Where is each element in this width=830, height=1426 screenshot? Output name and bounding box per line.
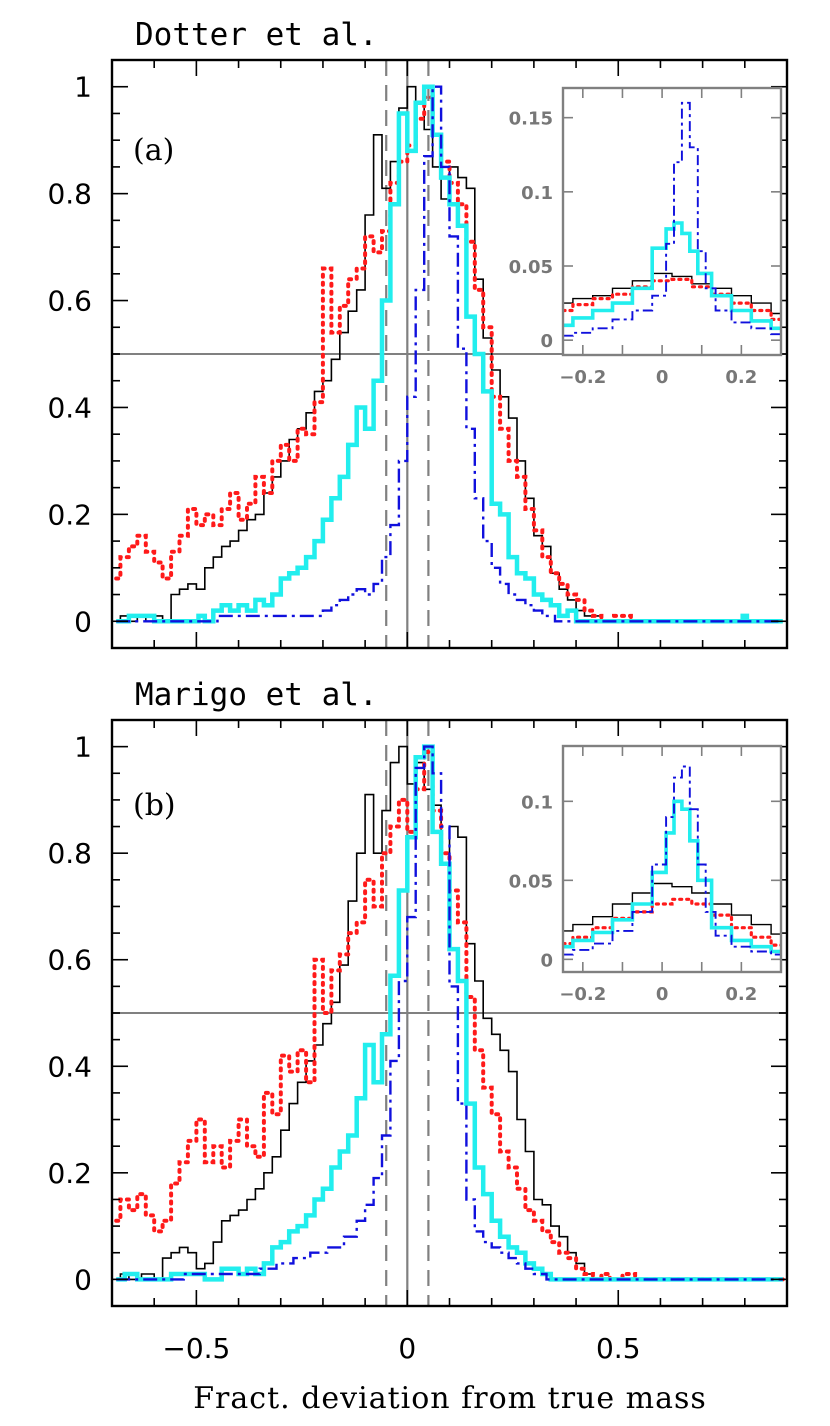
y-tick-label: 0.6 xyxy=(47,944,92,977)
inset-x-tick-label: 0.2 xyxy=(725,984,757,1005)
y-tick-label: 0 xyxy=(74,1263,92,1296)
inset-series-black-thin xyxy=(563,882,781,935)
y-tick-label: 0.8 xyxy=(47,178,92,211)
series-red-dotted xyxy=(114,95,785,624)
y-tick-label: 1 xyxy=(74,731,92,764)
inset-y-tick-label: 0.1 xyxy=(521,183,553,204)
inset-series-cyan-thick xyxy=(563,799,781,954)
inset-frame xyxy=(561,86,783,357)
panel-a-label: (a) xyxy=(133,133,174,168)
inset-y-tick-label: 0 xyxy=(540,331,553,352)
inset-series-blue-dashdot xyxy=(563,765,781,956)
inset-background xyxy=(563,88,781,355)
inset-series-group xyxy=(563,101,781,337)
inset-x-tick-label: −0.2 xyxy=(559,367,606,388)
inset-x-tick-label: −0.2 xyxy=(559,984,606,1005)
series-cyan-thick xyxy=(116,744,783,1282)
panel-a-title: Dotter et al. xyxy=(135,17,378,53)
panel-b-title: Marigo et al. xyxy=(135,677,378,713)
inset: 0 0.05 0.1 −0.2 0 0.2 xyxy=(509,744,783,1005)
inset-x-tick-label: 0 xyxy=(656,367,669,388)
panel-a: Dotter et al. (a) 0 0.2 0.4 0.6 0.8 1 0 0.05 0.1… xyxy=(47,17,789,650)
series-blue-dashdot xyxy=(116,85,783,623)
inset-series-red-dotted xyxy=(563,897,781,947)
inset: 0 0.05 0.1 0.15 −0.2 0 0.2 xyxy=(509,86,783,388)
series-black-thin xyxy=(116,745,783,1281)
inset-background xyxy=(563,746,781,972)
series-blue-dashdot xyxy=(116,745,783,1281)
inset-y-tick-label: 0.05 xyxy=(509,871,553,892)
series-cyan-thick xyxy=(116,84,783,624)
x-axis-label: Fract. deviation from true mass xyxy=(193,1381,707,1416)
inset-x-tick-label: 0.2 xyxy=(725,367,757,388)
inset-series-blue-dashdot xyxy=(563,101,781,337)
series-black-thin xyxy=(116,85,783,623)
panel-b: Marigo et al. (b) 0 0.2 0.4 0.6 0.8 1 −0.5 0 0.5… xyxy=(47,677,789,1365)
y-tick-label: 0 xyxy=(74,605,92,638)
y-tick-label: 0.8 xyxy=(47,837,92,870)
inset-series-red-dotted xyxy=(563,277,781,321)
x-tick-label: 0 xyxy=(398,1332,416,1365)
panel-b-label: (b) xyxy=(133,788,176,823)
series-red-dotted xyxy=(114,750,785,1282)
inset-series-group xyxy=(563,765,781,956)
inset-y-tick-label: 0 xyxy=(540,950,553,971)
y-tick-label: 0.4 xyxy=(47,391,92,424)
y-tick-label: 0.2 xyxy=(47,498,92,531)
inset-y-tick-label: 0.1 xyxy=(521,792,553,813)
x-tick-label: 0.5 xyxy=(596,1332,641,1365)
y-tick-label: 0.2 xyxy=(47,1157,92,1190)
inset-series-cyan-thick xyxy=(563,221,781,331)
inset-y-tick-label: 0.15 xyxy=(509,109,553,130)
inset-frame xyxy=(561,744,783,974)
y-tick-label: 1 xyxy=(74,71,92,104)
inset-x-tick-label: 0 xyxy=(656,984,669,1005)
y-tick-label: 0.6 xyxy=(47,285,92,318)
series-group xyxy=(114,84,785,624)
series-group xyxy=(114,744,785,1282)
inset-y-tick-label: 0.05 xyxy=(509,257,553,278)
y-tick-label: 0.4 xyxy=(47,1050,92,1083)
inset-series-black-thin xyxy=(563,272,781,315)
x-tick-label: −0.5 xyxy=(162,1332,230,1365)
